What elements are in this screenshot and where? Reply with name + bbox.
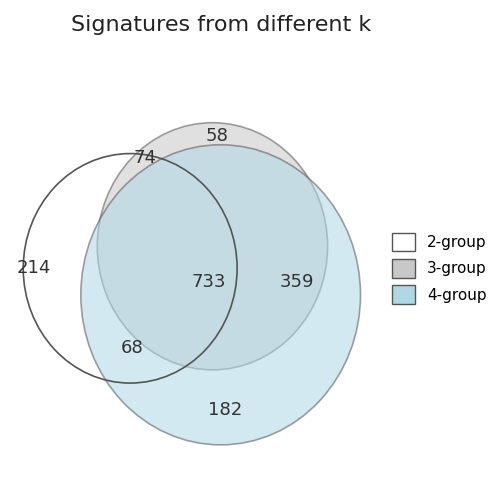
- Text: 58: 58: [205, 127, 228, 145]
- Text: 214: 214: [16, 260, 51, 277]
- Text: 74: 74: [133, 149, 156, 167]
- Text: 733: 733: [191, 273, 226, 291]
- Legend: 2-group, 3-group, 4-group: 2-group, 3-group, 4-group: [386, 227, 493, 310]
- Title: Signatures from different k: Signatures from different k: [71, 15, 371, 35]
- Text: 182: 182: [208, 401, 242, 418]
- Circle shape: [81, 145, 360, 445]
- Text: 359: 359: [280, 273, 314, 291]
- Circle shape: [97, 122, 328, 370]
- Text: 68: 68: [121, 339, 144, 357]
